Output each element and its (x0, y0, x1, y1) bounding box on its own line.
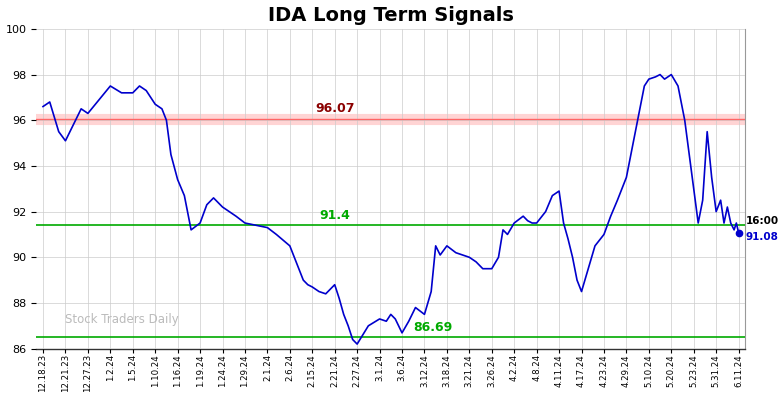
Text: Stock Traders Daily: Stock Traders Daily (64, 313, 179, 326)
Text: 16:00: 16:00 (746, 216, 779, 226)
Text: 86.69: 86.69 (413, 321, 452, 334)
Title: IDA Long Term Signals: IDA Long Term Signals (268, 6, 514, 25)
Text: 96.07: 96.07 (315, 102, 354, 115)
Text: 91.08: 91.08 (746, 232, 779, 242)
Text: 91.4: 91.4 (319, 209, 350, 222)
